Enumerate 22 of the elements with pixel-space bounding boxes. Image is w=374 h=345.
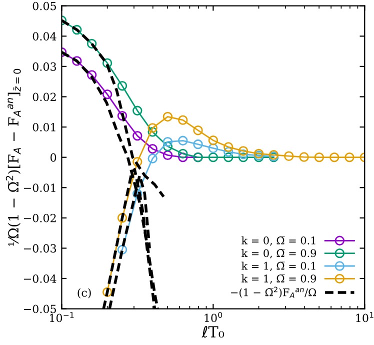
annotation: (c) (78, 288, 91, 298)
y-tick-label: −0.03 (24, 244, 56, 253)
y-tick-label: 0.04 (32, 32, 56, 41)
y-tick-label: 0.03 (32, 62, 56, 71)
y-tick-label: −0.05 (24, 304, 56, 314)
y-tick-label: −0.04 (24, 274, 56, 283)
y-tick-label: −0.01 (24, 184, 56, 192)
text: ¹⁄Ω(1 − Ω̅$^{2}$)[F$_{A}$ − F$_{A}$$^{an}$]$_{z̄=0}$ (6, 68, 21, 246)
y-tick-label: 0 (50, 153, 56, 162)
y-tick-label: 0.02 (32, 92, 56, 102)
x-tick-label: 10$^{0}$ (204, 312, 222, 322)
legend-label: k = 1, Ω̅ = 0.1 (242, 262, 316, 272)
legend-label: k = 1, Ω̅ = 0.9 (242, 274, 316, 284)
legend-label: k = 0, Ω̅ = 0.9 (242, 249, 316, 258)
x-tick-label: 10$^{1}$ (356, 312, 374, 322)
x-tick-label: 10$^{−1}$ (50, 312, 74, 322)
legend-label: −(1 − Ω̅$^{2}$)F$_{A}$$^{an}$/Ω (231, 286, 316, 298)
y-tick-label: −0.02 (24, 214, 56, 222)
y-tick-label: 0.05 (32, 2, 56, 10)
x-axis-title: ℓT₀ (202, 326, 224, 338)
legend-label: k = 0, Ω̅ = 0.1 (242, 236, 316, 246)
y-tick-label: 0.01 (32, 123, 56, 132)
